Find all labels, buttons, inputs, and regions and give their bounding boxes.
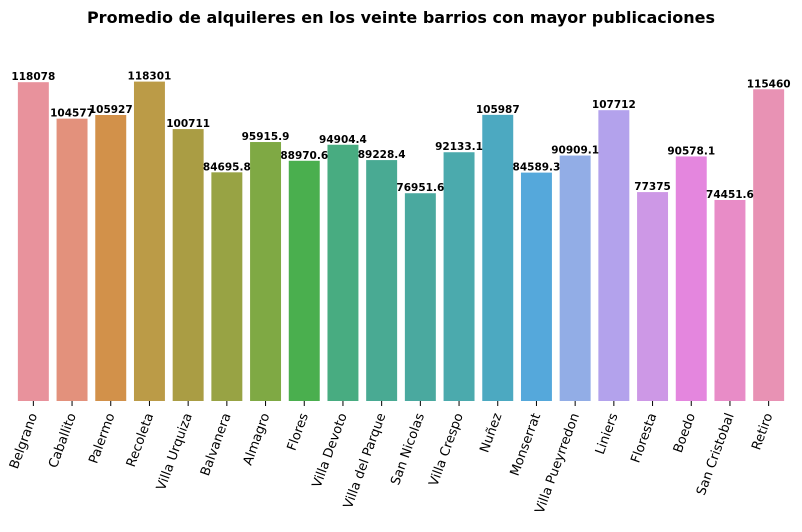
- x-tick-label-16: Floresta: [628, 411, 660, 465]
- bar-0: [17, 82, 49, 401]
- bar-3: [133, 81, 165, 401]
- bar-10: [404, 193, 436, 401]
- bar-value-label-6: 95915.9: [242, 131, 290, 143]
- bar-18: [714, 199, 746, 401]
- bar-5: [211, 172, 243, 401]
- x-tick-label-15: Liniers: [593, 411, 622, 457]
- bars-group: [17, 81, 785, 402]
- x-tick-label-8: Villa Devoto: [310, 411, 351, 490]
- bar-17: [675, 156, 707, 401]
- bar-value-label-4: 100711: [166, 118, 210, 130]
- chart-title: Promedio de alquileres en los veinte bar…: [86, 8, 716, 27]
- x-tick-label-6: Almagro: [241, 411, 274, 467]
- bar-value-label-3: 118301: [128, 71, 172, 83]
- bar-value-label-18: 74451.6: [706, 189, 754, 201]
- bar-7: [288, 160, 320, 401]
- bar-value-label-7: 88970.6: [280, 150, 328, 162]
- x-tick-label-17: Boedo: [671, 411, 699, 455]
- bar-value-label-16: 77375: [634, 181, 671, 193]
- bar-value-label-8: 94904.4: [319, 134, 367, 146]
- bar-value-label-17: 90578.1: [667, 145, 715, 157]
- x-tick-label-3: Recoleta: [124, 411, 157, 469]
- bar-12: [482, 114, 514, 401]
- x-tick-label-11: Villa Crespo: [426, 411, 466, 488]
- bar-19: [753, 89, 785, 401]
- x-tick-label-19: Retiro: [749, 411, 776, 452]
- bar-9: [366, 160, 398, 401]
- x-tick-label-7: Flores: [285, 411, 312, 453]
- bar-value-label-19: 115460: [747, 78, 791, 90]
- bar-6: [250, 142, 282, 401]
- bar-13: [520, 172, 552, 401]
- bar-value-label-1: 104577: [50, 108, 94, 120]
- x-tick-label-13: Monserrat: [508, 411, 545, 478]
- bar-4: [172, 129, 204, 401]
- bar-value-label-13: 84589.3: [513, 162, 561, 174]
- x-tick-label-2: Palermo: [86, 411, 118, 466]
- x-tick-label-1: Caballito: [46, 411, 80, 470]
- bar-value-label-5: 84695.8: [203, 161, 251, 173]
- bar-value-label-15: 107712: [592, 99, 636, 111]
- bar-1: [56, 118, 88, 401]
- bar-2: [95, 115, 127, 401]
- x-tick-label-12: Nuñez: [477, 411, 505, 455]
- x-tick-label-0: Belgrano: [7, 411, 41, 471]
- bar-value-label-0: 118078: [11, 71, 55, 83]
- x-tick-label-5: Balvanera: [198, 411, 235, 478]
- bar-value-label-10: 76951.6: [396, 182, 444, 194]
- bar-8: [327, 144, 359, 401]
- bar-11: [443, 152, 475, 401]
- bar-value-label-9: 89228.4: [358, 149, 406, 161]
- x-tick-label-18: San Cristobal: [694, 411, 738, 497]
- bar-value-label-11: 92133.1: [435, 141, 483, 153]
- bar-15: [598, 110, 630, 402]
- bar-value-label-2: 105927: [89, 104, 133, 116]
- bar-value-label-12: 105987: [476, 104, 520, 116]
- x-tick-label-10: San Nicolas: [388, 411, 428, 487]
- bar-14: [559, 155, 591, 401]
- x-tick-label-4: Villa Urquiza: [154, 411, 196, 492]
- bar-value-label-14: 90909.1: [551, 145, 599, 157]
- bar-16: [637, 192, 669, 401]
- x-tick-label-9: Villa del Parque: [341, 411, 389, 510]
- x-ticks-group: [32, 401, 770, 406]
